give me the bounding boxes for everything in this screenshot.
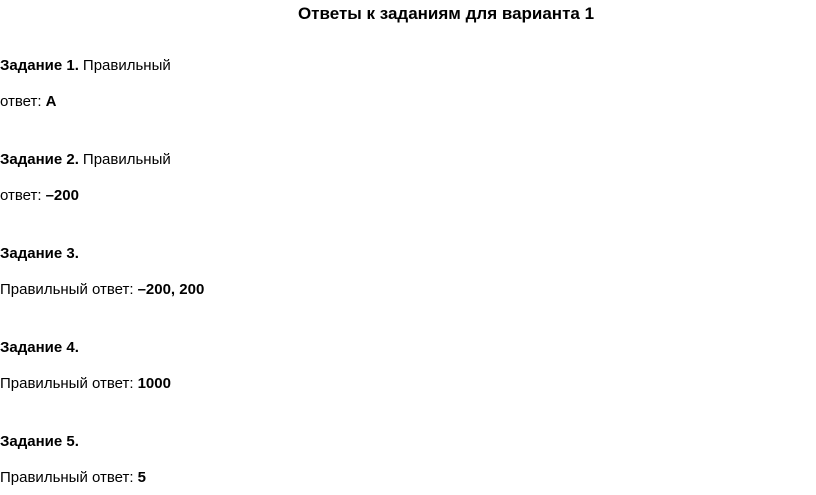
text: Правильный ответ: <box>0 281 134 298</box>
text: Правильный ответ: <box>0 375 134 392</box>
answer-line: Правильный ответ: –200, 200 <box>0 281 204 298</box>
title: Ответы к заданиям для варианта 1 <box>297 4 595 23</box>
answer-line: Задание 2. Правильный <box>0 151 171 168</box>
bold-text: Задание 1. <box>0 57 79 74</box>
answer-line: Задание 4. <box>0 339 79 356</box>
answer-line: Правильный ответ: 1000 <box>0 375 171 392</box>
answer-line: Задание 5. <box>0 433 79 450</box>
bold-text: Задание 4. <box>0 339 79 356</box>
bold-text: Задание 5. <box>0 433 79 450</box>
bold-text: –200, 200 <box>137 281 205 298</box>
text: Правильный <box>82 57 171 74</box>
answer-line: ответ: –200 <box>0 187 79 204</box>
bold-text: 5 <box>137 469 146 486</box>
text: Правильный ответ: <box>0 469 134 486</box>
text: ответ: <box>0 187 42 204</box>
bold-text: –200 <box>45 187 79 204</box>
bold-text: Задание 2. <box>0 151 79 168</box>
answer-line: Задание 1. Правильный <box>0 57 171 74</box>
text: ответ: <box>0 93 42 110</box>
answer-line: Задание 3. <box>0 245 79 262</box>
answer-line: Правильный ответ: 5 <box>0 469 146 486</box>
bold-text: А <box>45 93 57 110</box>
text: Правильный <box>82 151 171 168</box>
bold-text: Задание 3. <box>0 245 79 262</box>
answer-line: ответ: А <box>0 93 56 110</box>
bold-text: 1000 <box>137 375 171 392</box>
